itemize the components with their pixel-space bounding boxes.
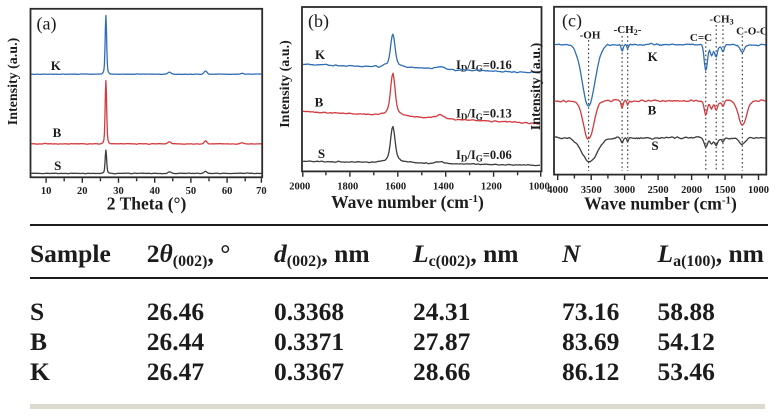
svg-text:1400: 1400 (433, 182, 454, 193)
svg-text:20: 20 (77, 186, 88, 197)
svg-text:Wave number (cm-1): Wave number (cm-1) (584, 194, 737, 214)
svg-text:1800: 1800 (337, 182, 358, 193)
svg-text:10: 10 (41, 186, 52, 197)
svg-text:1600: 1600 (385, 182, 406, 193)
svg-text:B: B (315, 95, 324, 110)
svg-text:(b): (b) (308, 11, 329, 32)
svg-text:1000: 1000 (748, 185, 769, 196)
svg-text:1000: 1000 (529, 182, 550, 193)
svg-text:C=C: C=C (690, 32, 712, 44)
svg-text:70: 70 (256, 186, 267, 197)
svg-text:(c): (c) (562, 11, 582, 32)
svg-text:B: B (648, 103, 657, 118)
svg-text:1500: 1500 (715, 185, 736, 196)
svg-text:Intensity (a.u.): Intensity (a.u.) (529, 42, 544, 130)
svg-text:ID/IG=0.06: ID/IG=0.06 (456, 148, 512, 164)
svg-text:(a): (a) (37, 13, 57, 34)
svg-text:-OH: -OH (580, 29, 601, 41)
svg-text:S: S (54, 158, 61, 173)
svg-text:30: 30 (113, 186, 124, 197)
svg-text:K: K (315, 47, 326, 62)
svg-text:2000: 2000 (289, 182, 310, 193)
svg-text:2500: 2500 (648, 185, 669, 196)
svg-text:Intensity (a.u.): Intensity (a.u.) (6, 37, 21, 125)
svg-text:2000: 2000 (681, 185, 702, 196)
svg-text:K: K (51, 58, 62, 73)
svg-text:40: 40 (149, 186, 160, 197)
svg-text:C-O-C: C-O-C (736, 25, 768, 37)
svg-text:B: B (53, 125, 62, 140)
svg-text:1200: 1200 (481, 182, 502, 193)
svg-text:50: 50 (186, 186, 197, 197)
svg-text:-CH2-: -CH2- (614, 24, 642, 37)
svg-text:S: S (651, 138, 658, 153)
svg-text:60: 60 (222, 186, 233, 197)
svg-text:4000: 4000 (547, 185, 568, 196)
svg-text:3000: 3000 (614, 185, 635, 196)
svg-text:ID/IG=0.16: ID/IG=0.16 (456, 58, 512, 74)
svg-text:K: K (648, 49, 659, 64)
svg-text:Intensity (a.u.): Intensity (a.u.) (278, 40, 293, 128)
svg-text:ID/IG=0.13: ID/IG=0.13 (456, 107, 512, 123)
svg-text:3500: 3500 (581, 185, 602, 196)
svg-text:-CH3: -CH3 (709, 13, 733, 26)
svg-text:2 Theta (°): 2 Theta (°) (107, 194, 187, 214)
svg-text:Wave number (cm-1): Wave number (cm-1) (331, 192, 484, 212)
svg-text:S: S (318, 146, 325, 161)
